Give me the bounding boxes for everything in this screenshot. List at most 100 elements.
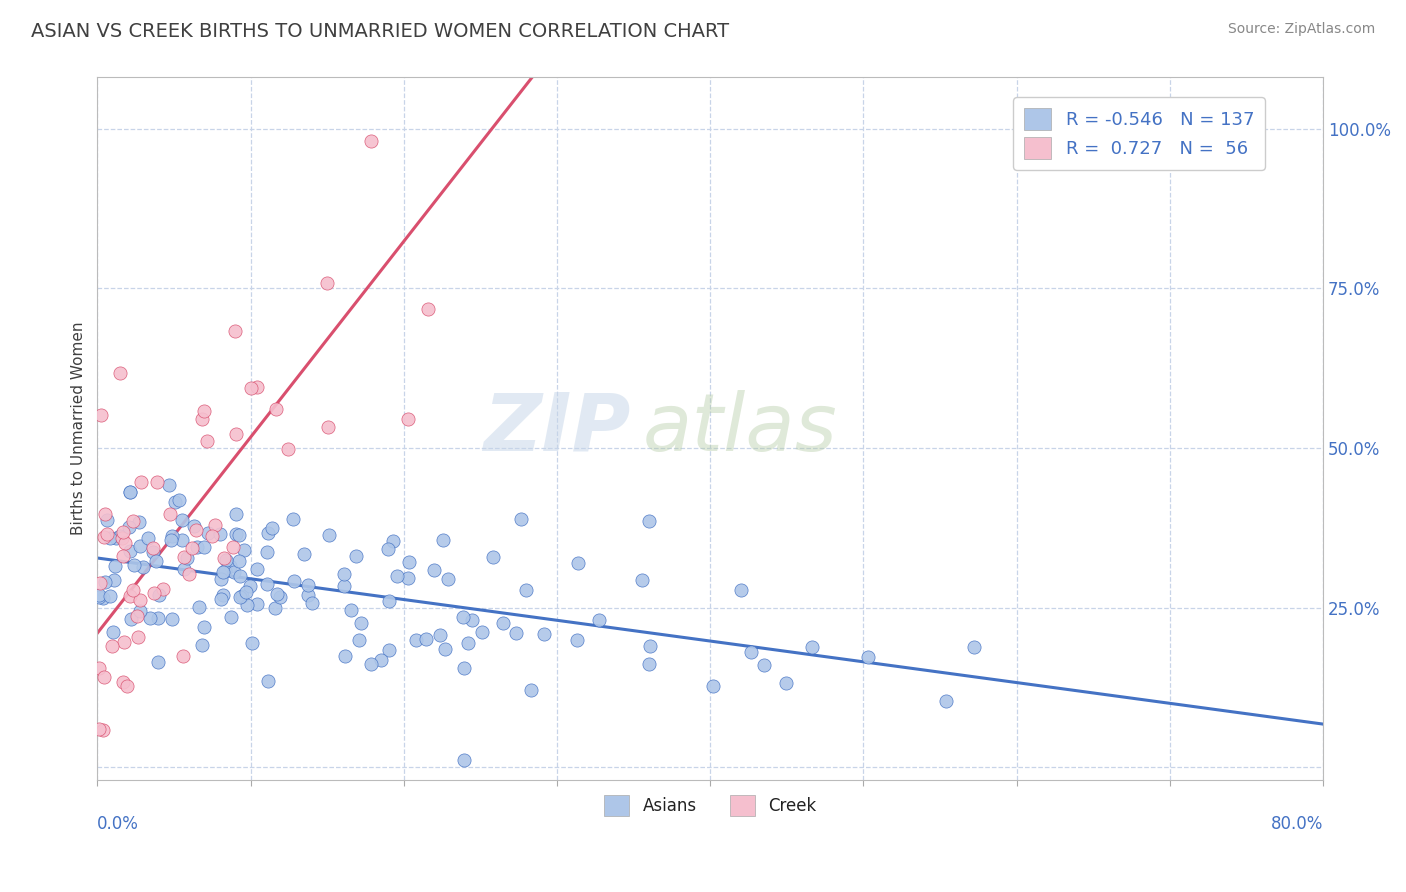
Point	[191, 412, 214, 426]
Text: atlas: atlas	[643, 390, 838, 467]
Point	[160, 533, 183, 547]
Point	[118, 485, 141, 500]
Point	[219, 609, 242, 624]
Point	[240, 381, 263, 395]
Point	[333, 567, 356, 582]
Point	[214, 564, 236, 578]
Legend: Asians, Creek: Asians, Creek	[598, 789, 823, 822]
Point	[702, 679, 724, 693]
Point	[112, 635, 135, 649]
Point	[186, 540, 208, 554]
Text: ZIP: ZIP	[484, 390, 630, 467]
Point	[429, 627, 451, 641]
Point	[567, 556, 589, 570]
Point	[225, 426, 247, 441]
Point	[112, 549, 135, 563]
Point	[264, 601, 287, 615]
Point	[423, 563, 446, 577]
Point	[120, 612, 142, 626]
Point	[180, 541, 202, 555]
Point	[262, 521, 284, 535]
Point	[108, 529, 131, 543]
Point	[120, 484, 142, 499]
Point	[436, 572, 458, 586]
Point	[211, 566, 233, 580]
Point	[197, 525, 219, 540]
Point	[378, 643, 401, 657]
Point	[127, 630, 149, 644]
Point	[344, 549, 367, 563]
Point	[118, 519, 141, 533]
Point	[637, 657, 659, 672]
Point	[332, 579, 354, 593]
Point	[451, 610, 474, 624]
Point	[201, 529, 224, 543]
Point	[136, 531, 159, 545]
Point	[396, 571, 419, 585]
Point	[224, 324, 246, 338]
Point	[157, 478, 180, 492]
Point	[385, 569, 408, 583]
Point	[256, 576, 278, 591]
Point	[222, 566, 245, 580]
Point	[297, 578, 319, 592]
Point	[264, 401, 287, 416]
Point	[228, 554, 250, 568]
Point	[333, 648, 356, 663]
Point	[139, 611, 162, 625]
Text: 0.0%: 0.0%	[97, 815, 139, 833]
Point	[93, 507, 115, 521]
Point	[159, 508, 181, 522]
Point	[112, 524, 135, 539]
Point	[460, 613, 482, 627]
Point	[246, 597, 269, 611]
Point	[177, 567, 200, 582]
Point	[193, 540, 215, 554]
Point	[103, 559, 125, 574]
Point	[350, 616, 373, 631]
Point	[173, 550, 195, 565]
Point	[801, 640, 824, 654]
Point	[129, 539, 152, 553]
Point	[239, 579, 262, 593]
Point	[94, 575, 117, 590]
Point	[193, 404, 215, 418]
Point	[184, 523, 207, 537]
Point	[142, 586, 165, 600]
Point	[415, 632, 437, 646]
Point	[141, 544, 163, 558]
Point	[187, 599, 209, 614]
Point	[214, 553, 236, 567]
Point	[257, 673, 280, 688]
Point	[204, 517, 226, 532]
Point	[96, 527, 118, 541]
Point	[172, 648, 194, 663]
Point	[212, 551, 235, 566]
Point	[347, 632, 370, 647]
Point	[229, 569, 252, 583]
Point	[93, 530, 115, 544]
Text: 80.0%: 80.0%	[1271, 815, 1323, 833]
Point	[225, 527, 247, 541]
Point	[360, 134, 382, 148]
Point	[256, 545, 278, 559]
Point	[101, 639, 124, 653]
Point	[491, 616, 513, 631]
Point	[453, 661, 475, 675]
Point	[373, 40, 395, 54]
Point	[963, 640, 986, 654]
Point	[160, 612, 183, 626]
Point	[301, 596, 323, 610]
Point	[108, 366, 131, 380]
Point	[118, 544, 141, 558]
Point	[377, 542, 399, 557]
Point	[101, 625, 124, 640]
Point	[637, 514, 659, 528]
Point	[235, 584, 257, 599]
Point	[91, 591, 114, 605]
Text: ASIAN VS CREEK BIRTHS TO UNMARRIED WOMEN CORRELATION CHART: ASIAN VS CREEK BIRTHS TO UNMARRIED WOMEN…	[31, 22, 730, 41]
Point	[246, 562, 269, 576]
Point	[152, 582, 174, 596]
Point	[121, 582, 143, 597]
Point	[229, 590, 252, 604]
